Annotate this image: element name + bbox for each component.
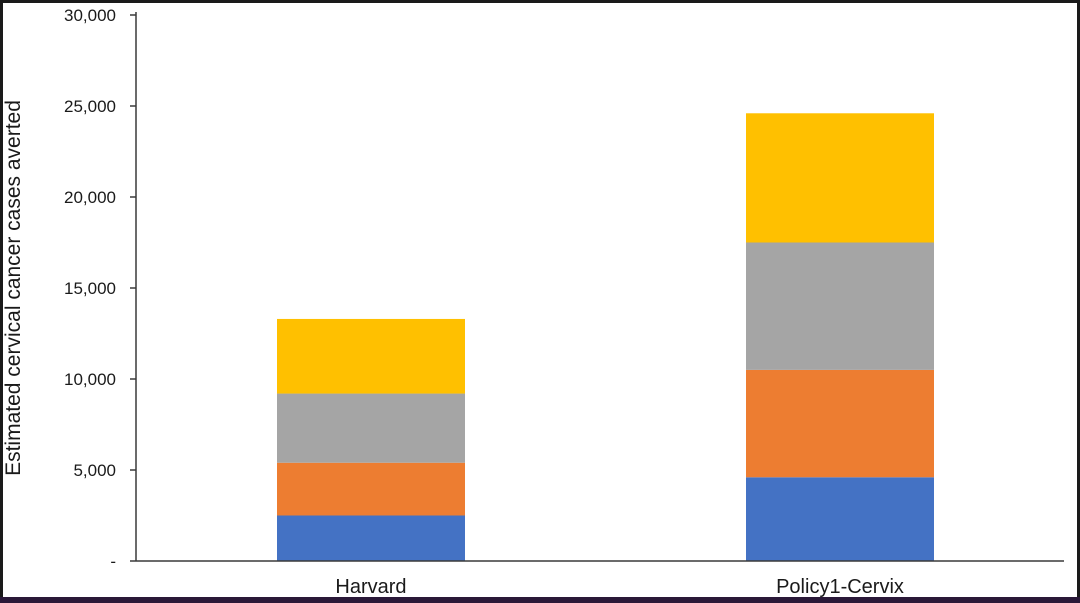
y-tick-label: 25,000 <box>64 97 116 116</box>
x-category-label: Policy1-Cervix <box>776 576 904 598</box>
bottom-border <box>0 597 1080 603</box>
x-category-label: Harvard <box>335 576 406 598</box>
labels-layer: - 5,000 10,000 15,000 20,000 25,000 30,000 Harv… <box>64 6 904 598</box>
y-tick-label: 5,000 <box>73 461 116 480</box>
bar-segment-1-1 <box>746 369 934 478</box>
bar-segment-1-0 <box>746 477 934 561</box>
y-tick-label: 20,000 <box>64 188 116 207</box>
bar-segment-0-1 <box>277 462 465 516</box>
bar-segment-1-2 <box>746 242 934 370</box>
bar-segment-0-3 <box>277 318 465 394</box>
y-tick-label: 10,000 <box>64 370 116 389</box>
y-tick-label: 30,000 <box>64 6 116 25</box>
bar-segment-0-2 <box>277 393 465 463</box>
y-axis-label: Estimated cervical cancer cases averted <box>2 100 25 476</box>
bar-segment-0-0 <box>277 515 465 561</box>
bar-segment-1-3 <box>746 113 934 243</box>
axes-layer <box>130 12 1064 562</box>
bars-layer <box>277 113 934 561</box>
y-tick-label: 15,000 <box>64 279 116 298</box>
y-tick-label: - <box>110 552 116 571</box>
